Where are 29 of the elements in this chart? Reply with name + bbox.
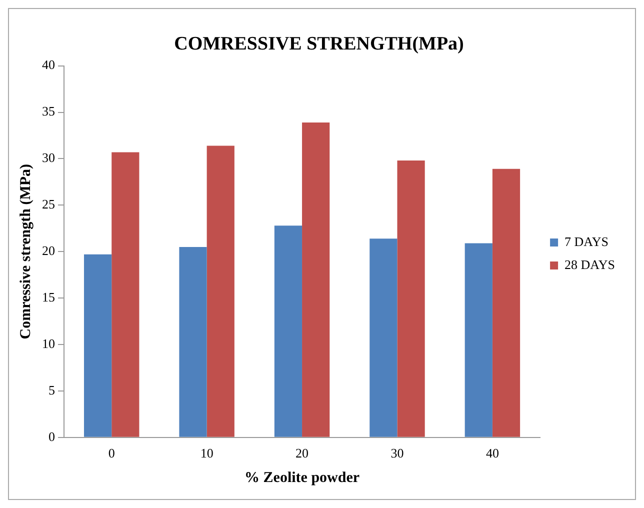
x-tick-label: 0 [108,446,115,461]
x-tick-label: 40 [486,446,499,461]
y-tick-label: 25 [42,196,55,212]
x-tick-label: 30 [390,446,404,461]
y-tick-label: 20 [42,243,55,258]
bar [84,254,112,437]
legend-label: 28 DAYS [564,256,615,272]
bar [370,238,398,437]
legend-label: 7 DAYS [564,234,608,249]
y-tick-label: 0 [48,428,55,444]
y-tick-label: 5 [48,382,55,398]
x-tick-label: 10 [200,446,214,461]
bar [179,246,207,437]
bar [302,122,330,437]
y-axis-title: Comressive strength (MPa) [18,164,34,340]
y-tick-label: 15 [42,289,55,304]
x-tick-label: 20 [296,446,309,461]
y-tick-label: 30 [42,150,55,166]
bar [274,226,302,437]
bar [464,243,492,437]
x-axis-title: % Zeolite powder [244,470,360,486]
y-tick-label: 10 [42,336,55,351]
chart-title: COMRESSIVE STRENGTH(MPa) [174,33,464,54]
y-tick-label: 40 [42,57,55,72]
bar [112,152,140,437]
bar [397,160,425,437]
bar [492,168,520,437]
y-tick-label: 35 [42,104,55,119]
bar [206,146,234,437]
